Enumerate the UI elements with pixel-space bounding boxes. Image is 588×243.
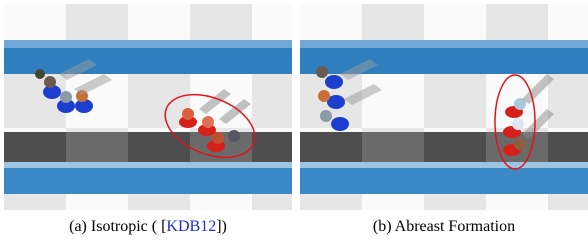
- caption: (a) Isotropic ( [KDB12]): [4, 218, 292, 236]
- caption-text: (a) Isotropic ( [: [69, 218, 166, 235]
- scene-isotropic: [4, 4, 292, 210]
- caption: (b) Abreast Formation: [300, 218, 588, 236]
- scene-abreast: [300, 4, 588, 210]
- caption-text: ]): [216, 218, 227, 235]
- page: (a) Isotropic ( [KDB12]) (b) Abreast For…: [0, 0, 588, 243]
- citation-link[interactable]: KDB12: [166, 218, 216, 235]
- caption-text: (b) Abreast Formation: [373, 218, 515, 235]
